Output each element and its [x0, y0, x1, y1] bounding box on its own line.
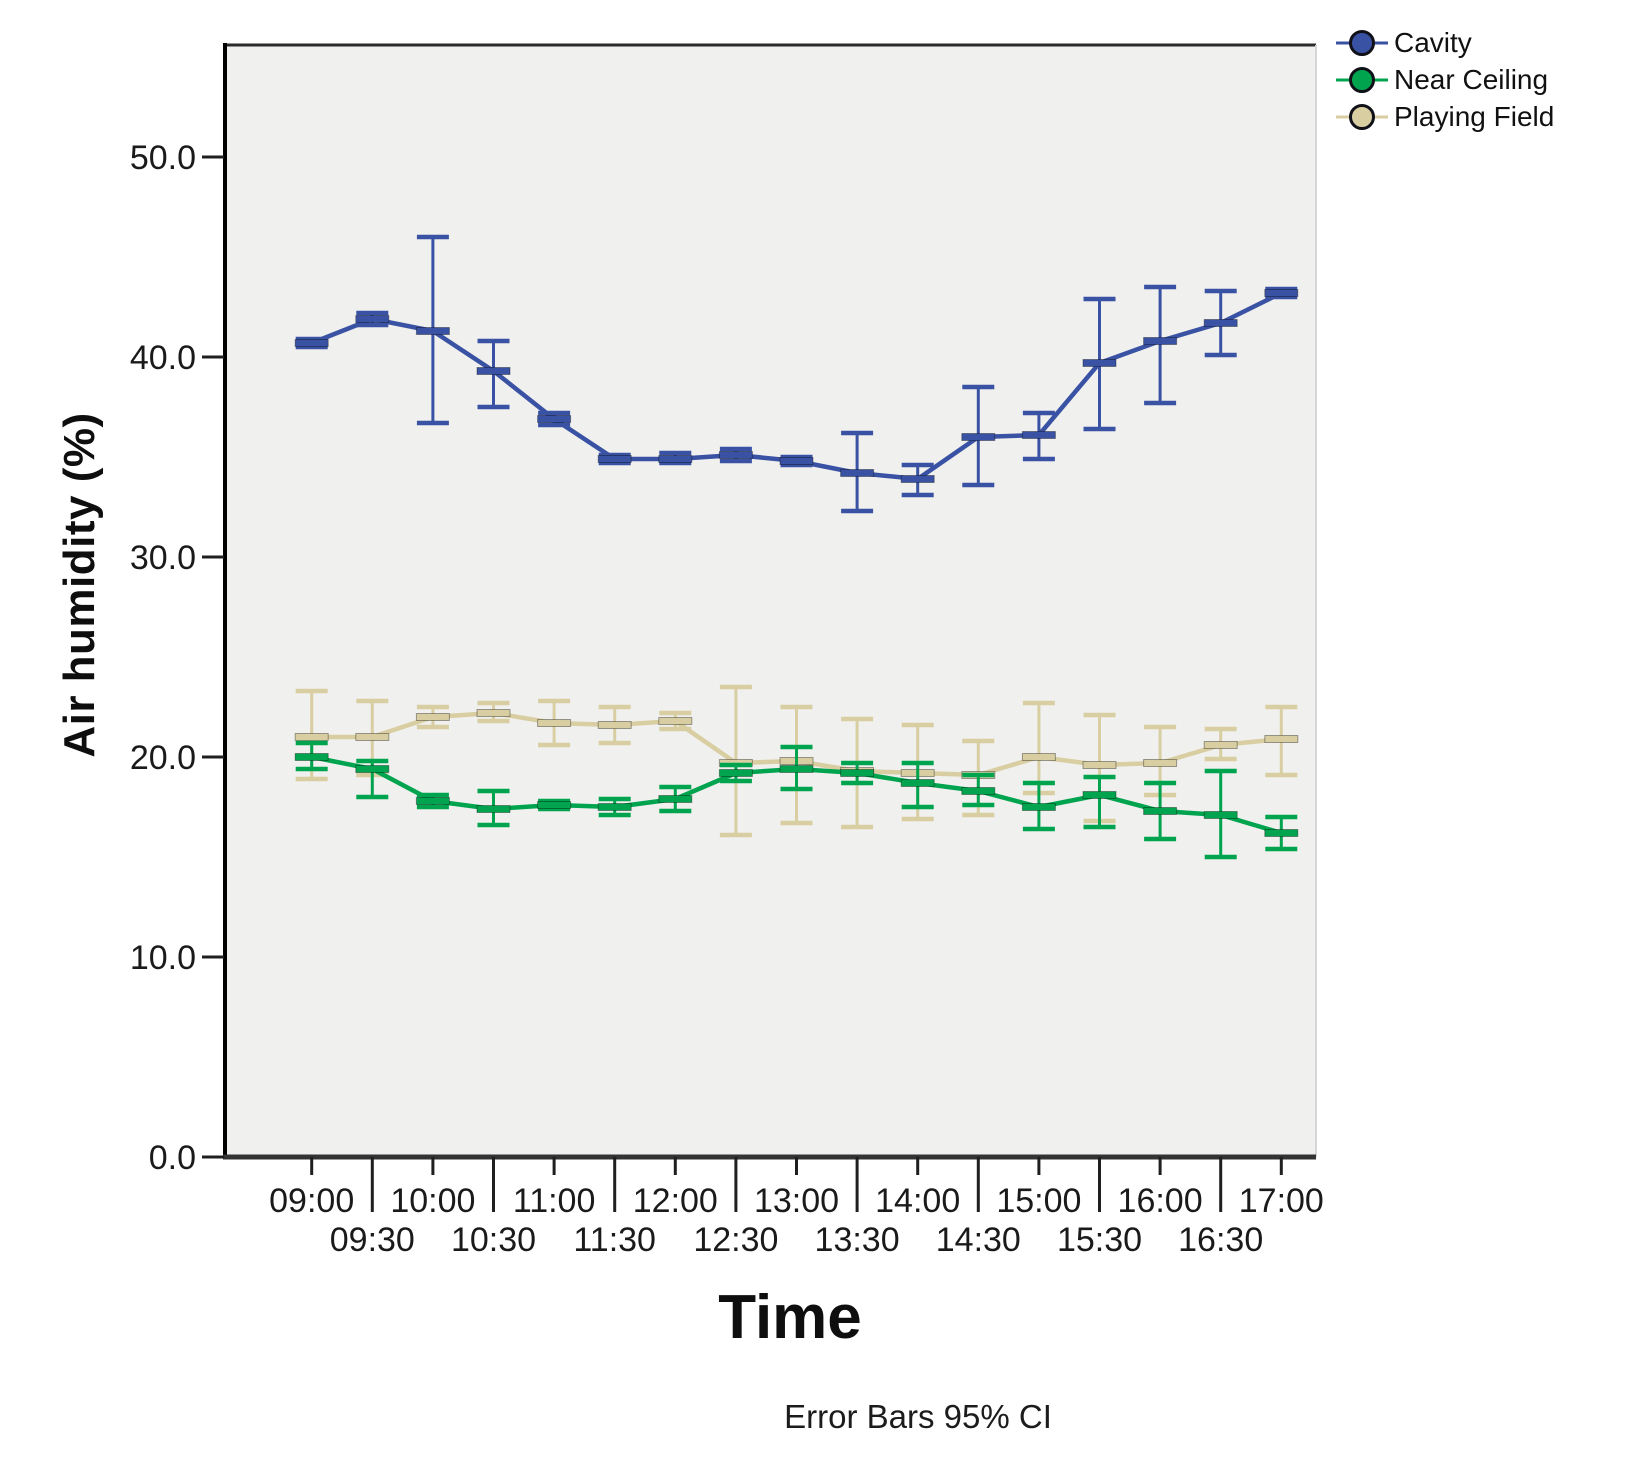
data-point-marker	[840, 469, 875, 477]
data-point-marker	[597, 803, 632, 811]
data-point-marker	[1082, 359, 1117, 367]
x-tick-label: 16:30	[1178, 1221, 1263, 1259]
data-point-marker	[476, 805, 511, 813]
data-point-marker	[900, 779, 935, 787]
data-point-marker	[1021, 431, 1056, 439]
legend-label: Cavity	[1394, 26, 1472, 58]
data-point-marker	[294, 339, 329, 347]
x-tick-label: 12:00	[633, 1182, 718, 1220]
x-tick-label: 11:00	[513, 1182, 596, 1220]
x-tick-label: 17:00	[1239, 1182, 1324, 1220]
plot-area	[225, 45, 1316, 1157]
data-point-marker	[355, 733, 390, 741]
legend-label: Playing Field	[1394, 100, 1555, 132]
legend-item-cavity: Cavity	[1336, 26, 1554, 58]
data-point-marker	[294, 753, 329, 761]
data-point-marker	[597, 721, 632, 729]
data-point-marker	[1082, 791, 1117, 799]
series-cavity	[294, 234, 1299, 514]
series-near-ceiling	[294, 740, 1299, 860]
error-bars-caption: Error Bars 95% CI	[784, 1398, 1052, 1435]
x-tick-label: 11:30	[573, 1221, 656, 1259]
x-tick-label: 09:00	[269, 1182, 354, 1220]
x-tick-label: 09:30	[330, 1221, 415, 1259]
legend-item-near-ceiling: Near Ceiling	[1336, 63, 1554, 95]
data-point-marker	[1203, 319, 1238, 327]
data-point-marker	[1143, 807, 1178, 815]
playing-field-marker-icon	[1336, 102, 1388, 131]
x-tick-label: 14:00	[875, 1182, 960, 1220]
x-axis-title: Time	[718, 1283, 862, 1352]
data-point-marker	[294, 733, 329, 741]
x-tick-label: 15:00	[996, 1182, 1081, 1220]
data-point-marker	[900, 475, 935, 483]
y-tick-label: 20.0	[130, 739, 196, 777]
data-point-marker	[658, 717, 693, 725]
data-point-marker	[1264, 735, 1299, 743]
data-point-marker	[537, 415, 572, 423]
data-point-marker	[476, 367, 511, 375]
data-point-marker	[597, 455, 632, 463]
data-point-marker	[1021, 753, 1056, 761]
data-point-marker	[658, 795, 693, 803]
y-axis-title: Air humidity (%)	[55, 412, 104, 758]
data-point-marker	[476, 709, 511, 717]
data-point-marker	[1264, 289, 1299, 297]
y-tick-label: 30.0	[130, 539, 196, 577]
data-point-marker	[658, 455, 693, 463]
data-point-marker	[355, 315, 390, 323]
y-tick-label: 50.0	[130, 139, 196, 177]
x-tick-label: 12:30	[693, 1221, 778, 1259]
data-point-marker	[718, 451, 753, 459]
data-point-marker	[1143, 337, 1178, 345]
y-tick-label: 40.0	[130, 339, 196, 377]
data-point-marker	[1143, 759, 1178, 767]
data-point-marker	[1021, 803, 1056, 811]
x-tick-label: 16:00	[1118, 1182, 1203, 1220]
data-point-marker	[779, 765, 814, 773]
data-point-marker	[537, 719, 572, 727]
x-tick-label: 13:30	[815, 1221, 900, 1259]
data-point-marker	[415, 327, 450, 335]
cavity-marker-icon	[1336, 28, 1388, 57]
data-point-marker	[961, 433, 996, 441]
x-tick-label: 13:00	[754, 1182, 839, 1220]
x-tick-label: 10:00	[390, 1182, 475, 1220]
x-tick-label: 10:30	[451, 1221, 536, 1259]
data-point-marker	[415, 713, 450, 721]
data-point-marker	[1082, 761, 1117, 769]
near-ceiling-marker-icon	[1336, 65, 1388, 94]
legend-item-playing-field: Playing Field	[1336, 100, 1555, 132]
y-tick-label: 0.0	[149, 1139, 196, 1177]
data-point-marker	[537, 801, 572, 809]
legend-label: Near Ceiling	[1394, 63, 1549, 95]
x-tick-label: 14:30	[936, 1221, 1021, 1259]
legend: Cavity Near Ceiling Playing Field	[1336, 26, 1555, 132]
data-point-marker	[355, 765, 390, 773]
data-point-marker	[718, 769, 753, 777]
data-point-marker	[840, 769, 875, 777]
data-point-marker	[961, 787, 996, 795]
data-point-marker	[415, 797, 450, 805]
data-point-marker	[1203, 811, 1238, 819]
x-tick-label: 15:30	[1057, 1221, 1142, 1259]
data-point-marker	[779, 457, 814, 465]
data-point-marker	[1203, 741, 1238, 749]
data-point-marker	[1264, 829, 1299, 837]
y-tick-label: 10.0	[130, 939, 196, 977]
